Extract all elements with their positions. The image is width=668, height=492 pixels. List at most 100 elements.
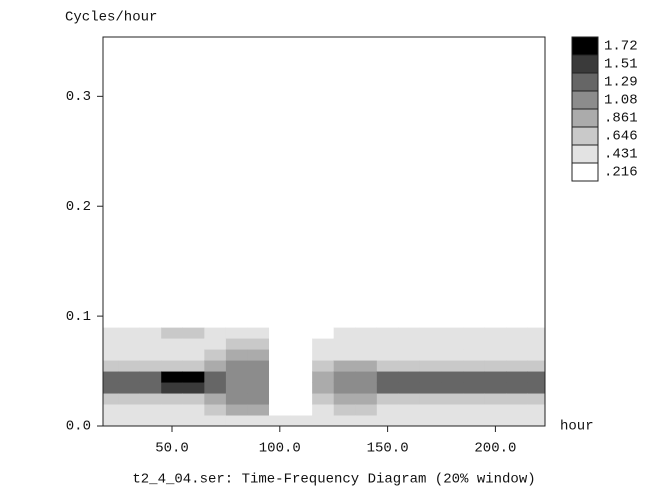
heat-cell [506,349,529,361]
legend-label: .646 [604,129,638,145]
y-tick-label: 0.2 [66,199,91,215]
heat-cell [118,305,141,317]
heat-cell [161,294,184,306]
heat-cell [355,272,378,284]
heat-cell [333,371,356,383]
heat-cell [527,272,545,284]
heat-cell [290,305,313,317]
heat-cell [269,404,292,416]
heat-cell [398,338,421,350]
heat-cell [139,393,162,405]
heat-cell [118,382,141,394]
heat-cell [118,294,141,306]
heat-cell [484,272,507,284]
heat-cell [290,349,313,361]
heat-cell [290,294,313,306]
heat-cell [204,283,227,295]
heat-cell [103,283,119,295]
heat-cell [204,294,227,306]
heat-cell [182,338,205,350]
heat-cell [333,294,356,306]
heat-cell [441,382,464,394]
heat-cell [103,415,119,426]
heat-cell [333,360,356,372]
heat-cell [527,404,545,416]
heat-cell [463,382,486,394]
heat-cell [376,327,399,339]
heat-cell [139,371,162,383]
heat-cell [398,283,421,295]
heat-cell [118,404,141,416]
heat-cell [225,261,248,273]
heat-cell [204,382,227,394]
heat-cell [419,305,443,317]
heat-cell [204,393,227,405]
legend-label: .431 [604,147,638,163]
heat-cell [527,415,545,426]
heat-cell [204,261,227,273]
heat-cell [355,338,378,350]
heat-cell [139,305,162,317]
heat-cell [312,272,335,284]
heat-cell [355,294,378,306]
heat-cell [290,382,313,394]
heat-cell [398,294,421,306]
heat-cell [506,360,529,372]
heat-cell [103,404,119,416]
heat-cell [247,382,270,394]
heat-cell [441,338,464,350]
heat-cell [103,349,119,361]
heat-cell [312,261,335,273]
heat-cell [398,305,421,317]
heat-cell [139,404,162,416]
heat-cell [139,382,162,394]
heat-cell [247,338,270,350]
heat-cell [103,360,119,372]
heat-cell [506,316,529,328]
heat-cell [312,415,335,426]
heat-cell [269,272,292,284]
heat-cell [290,272,313,284]
heat-cell [269,338,292,350]
heat-cell [161,393,184,405]
heat-cell [204,371,227,383]
heat-cell [441,415,464,426]
heat-cell [484,316,507,328]
x-tick-label: 100.0 [259,441,301,457]
plot-frame [102,36,546,427]
heat-cell [333,283,356,295]
chart-title: t2_4_04.ser: Time-Frequency Diagram (20%… [132,472,535,488]
heat-cell [204,316,227,328]
heat-cell [182,404,205,416]
legend-label: 1.51 [604,57,638,73]
heat-cell [269,360,292,372]
heat-cell [506,404,529,416]
heat-cell [204,305,227,317]
heat-cell [225,393,248,405]
heat-cell [225,360,248,372]
legend-label: 1.29 [604,75,638,91]
legend-swatch [571,54,599,74]
heat-cell [118,415,141,426]
heat-cell [376,283,399,295]
heat-cell [247,305,270,317]
heat-cell [182,382,205,394]
heat-cell [376,360,399,372]
heat-cell [527,261,545,273]
heat-cell [182,393,205,405]
heat-cell [463,327,486,339]
heat-cell [527,327,545,339]
heat-cell [419,415,443,426]
heat-cell [139,261,162,273]
heat-cell [269,294,292,306]
heat-cell [463,371,486,383]
heat-cell [247,415,270,426]
heat-cell [398,327,421,339]
heat-cell [484,294,507,306]
y-tick-label: 0.1 [66,309,91,325]
heat-cell [204,272,227,284]
heat-cell [376,393,399,405]
heat-cell [161,382,184,394]
heat-cell [103,272,119,284]
heat-cell [103,327,119,339]
